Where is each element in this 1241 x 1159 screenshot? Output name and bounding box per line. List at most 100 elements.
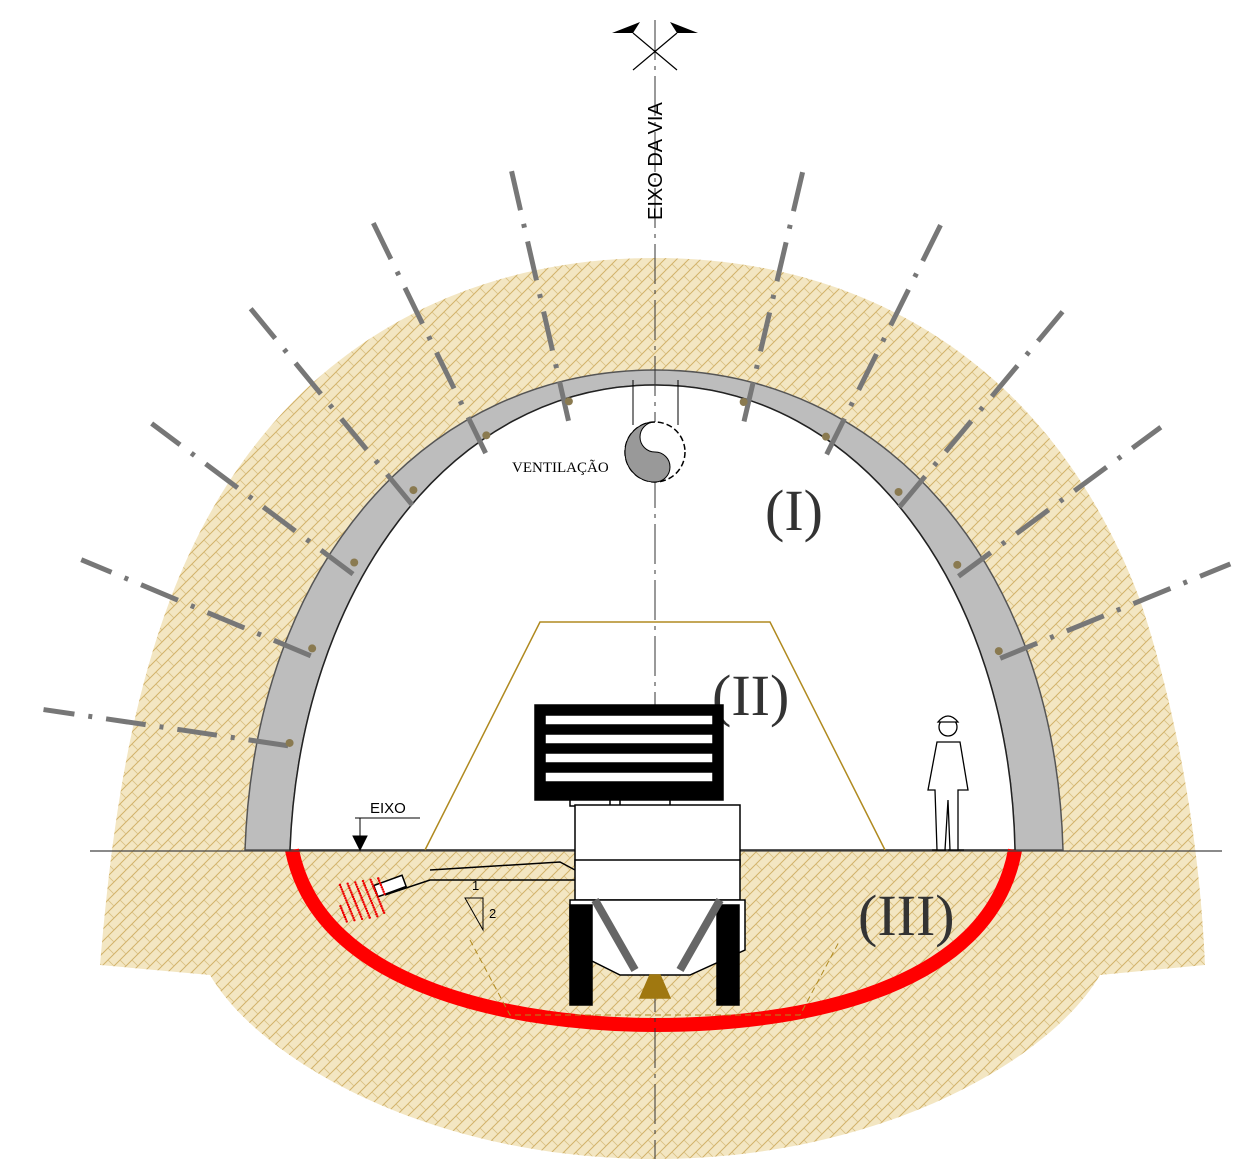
spray-dot xyxy=(359,892,361,894)
spray-dot xyxy=(376,915,378,917)
bolt-head xyxy=(953,561,961,569)
spray-dot xyxy=(350,891,352,893)
spray-dot xyxy=(378,901,380,903)
spray-dot xyxy=(346,920,348,922)
bolt-head xyxy=(409,486,417,494)
spray-dot xyxy=(373,887,375,889)
spray-dot xyxy=(383,912,385,914)
spray-dot xyxy=(379,903,381,905)
spray-dot xyxy=(369,879,371,881)
page: EIXO DA VIA VENTILAÇÃO (I) (II) (III) EI… xyxy=(0,0,1241,1159)
spray-dot xyxy=(360,916,362,918)
spray-dot xyxy=(372,885,374,887)
spray-dot xyxy=(359,913,361,915)
spray-dot xyxy=(378,898,380,900)
spray-dot xyxy=(352,896,354,898)
spray-dot xyxy=(339,884,341,886)
bolt-head xyxy=(482,431,490,439)
spray-dot xyxy=(370,881,372,883)
spray-dot xyxy=(354,900,356,902)
bolt-head xyxy=(822,433,830,441)
spray-dot xyxy=(377,877,379,879)
bolt-head xyxy=(995,647,1003,655)
axis-label: EIXO DA VIA xyxy=(645,102,667,220)
spray-dot xyxy=(351,915,353,917)
spray-dot xyxy=(360,894,362,896)
spray-dot xyxy=(346,883,348,885)
spray-dot xyxy=(370,900,372,902)
zone-1: (I) xyxy=(765,478,823,543)
spray-dot xyxy=(348,906,350,908)
spray-dot xyxy=(347,904,349,906)
spray-dot xyxy=(367,912,369,914)
spray-dot xyxy=(366,891,368,893)
spray-dot xyxy=(345,918,347,920)
spray-dot xyxy=(358,911,360,913)
spray-dot xyxy=(343,895,345,897)
spray-dot xyxy=(344,897,346,899)
spray-dot xyxy=(363,882,365,884)
bolt-head xyxy=(565,397,573,405)
bolt-head xyxy=(308,644,316,652)
spray-dot xyxy=(360,897,362,899)
spray-dot xyxy=(353,898,355,900)
spray-dot xyxy=(341,909,343,911)
spray-dot xyxy=(382,909,384,911)
spray-dot xyxy=(375,913,377,915)
spray-dot xyxy=(357,909,359,911)
spray-dot xyxy=(340,907,342,909)
spray-dot xyxy=(373,906,375,908)
spray-dot xyxy=(365,908,367,910)
spray-dot xyxy=(377,896,379,898)
spray-dot xyxy=(376,894,378,896)
tunnel-section: EIXO DA VIA VENTILAÇÃO (I) (II) (III) EI… xyxy=(0,0,1241,1159)
spray-dot xyxy=(353,919,355,921)
spray-dot xyxy=(356,886,358,888)
bolt-head xyxy=(350,558,358,566)
spray-dot xyxy=(362,880,364,882)
spray-dot xyxy=(349,908,351,910)
spray-dot xyxy=(369,916,371,918)
spray-dot xyxy=(355,905,357,907)
spray-dot xyxy=(344,916,346,918)
spray-dot xyxy=(365,889,367,891)
spray-dot xyxy=(375,892,377,894)
spray-dot xyxy=(354,881,356,883)
spray-dot xyxy=(368,895,370,897)
spray-dot xyxy=(355,883,357,885)
spray-dot xyxy=(361,918,363,920)
spray-dot xyxy=(378,880,380,882)
spray-dot xyxy=(371,883,373,885)
bolt-head xyxy=(740,398,748,406)
spray-dot xyxy=(369,898,371,900)
spray-dot xyxy=(379,882,381,884)
spray-dot xyxy=(382,891,384,893)
spray-dot xyxy=(367,893,369,895)
spray-dot xyxy=(351,912,353,914)
spray-dot xyxy=(348,887,350,889)
spray-dot xyxy=(341,888,343,890)
spray-dot xyxy=(381,907,383,909)
spray-dot xyxy=(373,909,375,911)
spray-dot xyxy=(358,890,360,892)
spray-dot xyxy=(350,910,352,912)
spray-dot xyxy=(381,886,383,888)
spray-dot xyxy=(363,903,365,905)
spray-dot xyxy=(352,917,354,919)
ventilation-label: VENTILAÇÃO xyxy=(512,460,609,476)
spray-dot xyxy=(356,907,358,909)
spray-dot xyxy=(372,904,374,906)
bolt-head xyxy=(895,488,903,496)
spray-dot xyxy=(349,889,351,891)
spray-dot xyxy=(374,911,376,913)
spray-dot xyxy=(380,905,382,907)
spray-dot xyxy=(357,888,359,890)
bolt-head xyxy=(286,739,294,747)
spray-dot xyxy=(346,901,348,903)
spray-dot xyxy=(383,893,385,895)
spray-dot xyxy=(340,886,342,888)
spray-dot xyxy=(343,914,345,916)
spray-dot xyxy=(342,893,344,895)
spray-dot xyxy=(355,902,357,904)
spray-dot xyxy=(368,914,370,916)
